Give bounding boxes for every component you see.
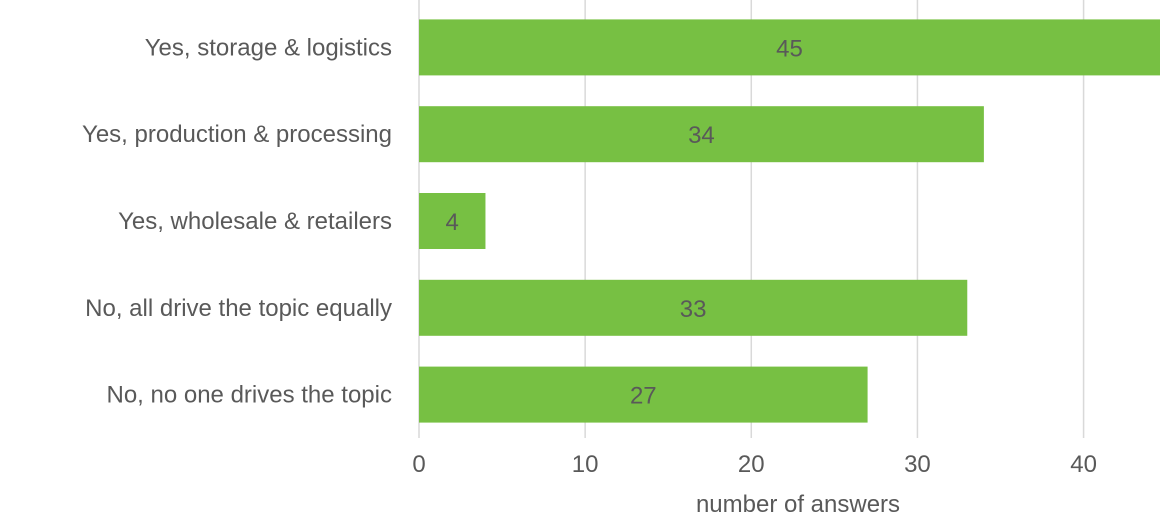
bars: [419, 19, 1160, 423]
bar: [419, 193, 486, 249]
data-label: 27: [630, 383, 657, 410]
bar: [419, 279, 968, 336]
category-label: No, no one drives the topic: [106, 382, 392, 409]
category-label: Yes, production & processing: [82, 121, 392, 148]
data-label: 4: [446, 209, 459, 236]
x-tick-label: 40: [1070, 451, 1097, 478]
x-tick-label: 0: [412, 451, 425, 478]
x-tick-labels: 0 10 20 30 40: [412, 451, 1097, 478]
bar: [419, 106, 984, 163]
data-label: 34: [688, 122, 715, 149]
category-labels: Yes, storage & logistics Yes, production …: [82, 34, 392, 408]
category-label: No, all drive the topic equally: [85, 295, 392, 322]
data-label: 45: [776, 35, 803, 62]
x-tick-label: 30: [904, 451, 931, 478]
x-tick-label: 10: [572, 451, 599, 478]
bar: [419, 366, 868, 423]
category-label: Yes, storage & logistics: [145, 34, 392, 61]
x-axis-title: number of answers: [696, 491, 900, 518]
bar: [419, 19, 1160, 76]
x-tick-label: 20: [738, 451, 765, 478]
category-label: Yes, wholesale & retailers: [118, 208, 392, 235]
data-label: 33: [680, 296, 707, 323]
data-labels: 45 34 4 33 27: [446, 35, 803, 409]
